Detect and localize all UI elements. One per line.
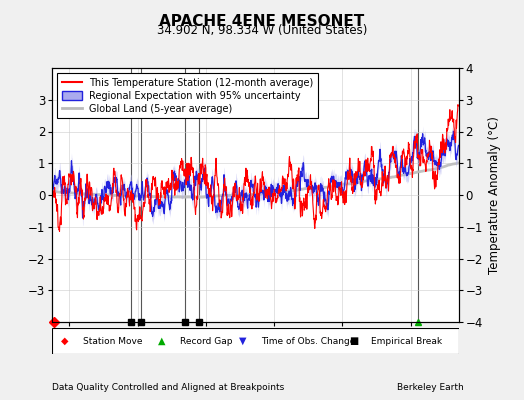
Text: Station Move: Station Move: [83, 336, 143, 346]
Text: ▼: ▼: [239, 336, 247, 346]
Text: APACHE 4ENE MESONET: APACHE 4ENE MESONET: [159, 14, 365, 29]
Text: ◆: ◆: [61, 336, 68, 346]
Text: Berkeley Earth: Berkeley Earth: [397, 383, 464, 392]
Text: ■: ■: [349, 336, 358, 346]
Text: Time of Obs. Change: Time of Obs. Change: [261, 336, 356, 346]
Legend: This Temperature Station (12-month average), Regional Expectation with 95% uncer: This Temperature Station (12-month avera…: [57, 73, 319, 118]
Text: ▲: ▲: [158, 336, 166, 346]
Text: 34.902 N, 98.334 W (United States): 34.902 N, 98.334 W (United States): [157, 24, 367, 37]
Text: Record Gap: Record Gap: [180, 336, 233, 346]
FancyBboxPatch shape: [52, 328, 458, 354]
Text: Empirical Break: Empirical Break: [371, 336, 442, 346]
Y-axis label: Temperature Anomaly (°C): Temperature Anomaly (°C): [488, 116, 501, 274]
Text: Data Quality Controlled and Aligned at Breakpoints: Data Quality Controlled and Aligned at B…: [52, 383, 285, 392]
